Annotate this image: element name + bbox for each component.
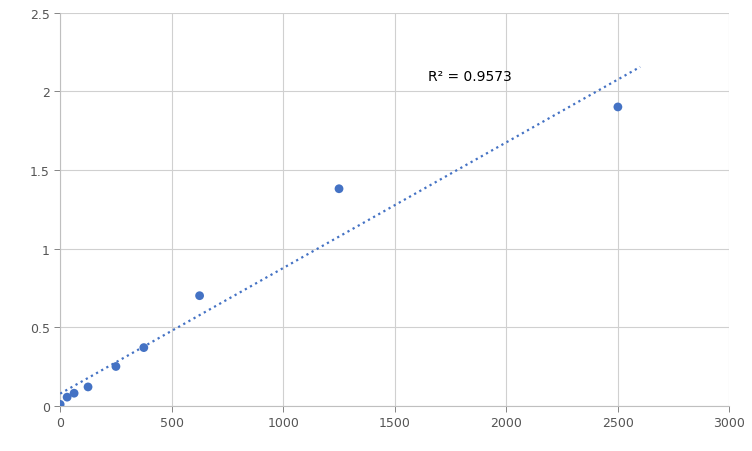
- Point: [54, 401, 66, 408]
- Text: R² = 0.9573: R² = 0.9573: [429, 70, 512, 84]
- Point: [193, 292, 205, 299]
- Point: [110, 363, 122, 370]
- Point: [612, 104, 624, 111]
- Point: [68, 390, 80, 397]
- Point: [61, 394, 73, 401]
- Point: [333, 186, 345, 193]
- Point: [82, 383, 94, 391]
- Point: [138, 344, 150, 351]
